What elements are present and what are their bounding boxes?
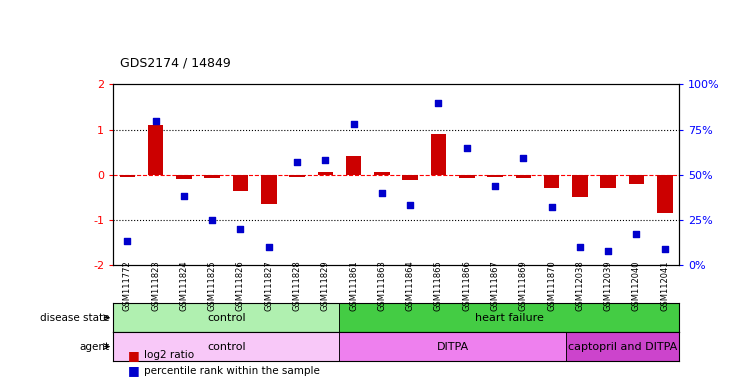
Bar (176, 175, 192, 179)
Text: DITPA: DITPA (437, 341, 469, 352)
Bar (515, 175, 531, 178)
Bar (113, 303, 339, 332)
Text: ■: ■ (128, 364, 144, 377)
Point (121, 238, 133, 245)
Point (659, 246, 671, 252)
Point (574, 244, 585, 250)
Point (207, 217, 218, 223)
Text: GDS2174 / 14849: GDS2174 / 14849 (120, 56, 231, 69)
Point (489, 182, 501, 189)
Bar (147, 125, 164, 175)
Text: disease state: disease state (40, 313, 110, 323)
Bar (544, 175, 559, 188)
Text: heart failure: heart failure (474, 313, 544, 323)
Point (347, 121, 359, 127)
Bar (402, 175, 418, 180)
Bar (289, 175, 305, 177)
Text: agent: agent (80, 341, 109, 352)
Text: control: control (207, 341, 245, 352)
Point (376, 190, 388, 196)
Bar (318, 172, 333, 175)
Point (291, 159, 303, 165)
Bar (113, 332, 339, 361)
Bar (600, 175, 616, 188)
Bar (261, 175, 277, 204)
Point (178, 193, 190, 199)
Point (518, 156, 529, 162)
Bar (629, 175, 645, 184)
Bar (120, 175, 135, 177)
Bar (572, 175, 588, 197)
Point (631, 231, 642, 237)
Text: log2 ratio: log2 ratio (144, 350, 194, 360)
Point (461, 145, 472, 151)
Bar (459, 175, 475, 178)
Point (263, 244, 274, 250)
Text: ■: ■ (128, 349, 144, 362)
Point (433, 99, 445, 106)
Bar (346, 156, 361, 175)
Bar (204, 175, 220, 178)
Bar (233, 175, 248, 190)
Bar (657, 175, 672, 213)
Text: percentile rank within the sample: percentile rank within the sample (144, 366, 320, 376)
Point (320, 157, 331, 163)
Point (404, 202, 416, 209)
Bar (487, 175, 503, 177)
Point (546, 204, 558, 210)
Point (150, 118, 161, 124)
Text: captopril and DITPA: captopril and DITPA (568, 341, 677, 352)
Bar (339, 332, 566, 361)
Point (602, 247, 614, 253)
Bar (339, 303, 679, 332)
Bar (566, 332, 679, 361)
Bar (374, 172, 390, 175)
Bar (431, 134, 446, 175)
Point (234, 226, 246, 232)
Text: control: control (207, 313, 245, 323)
